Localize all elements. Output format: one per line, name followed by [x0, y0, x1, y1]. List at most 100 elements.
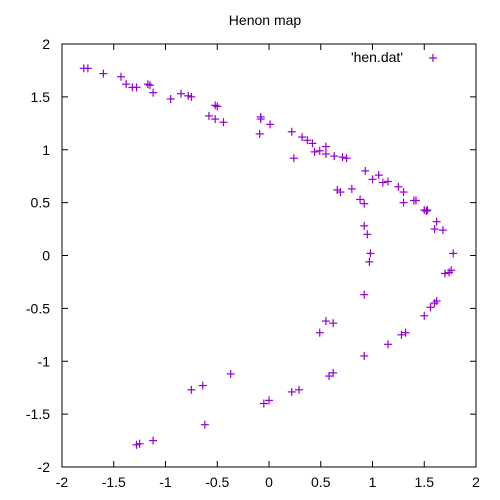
x-tick-label: 1 — [369, 474, 377, 490]
data-point — [289, 154, 298, 163]
data-point — [321, 317, 330, 326]
y-tick-label: -0.5 — [26, 300, 50, 316]
data-point — [394, 182, 403, 191]
data-point — [338, 153, 347, 162]
data-point — [336, 188, 345, 197]
x-tick-label: -1.5 — [102, 474, 126, 490]
data-point — [445, 268, 454, 277]
data-point — [303, 136, 312, 145]
data-point — [198, 381, 207, 390]
y-tick-label: -2 — [38, 459, 51, 475]
data-point — [384, 340, 393, 349]
data-point — [432, 217, 441, 226]
data-point — [361, 166, 370, 175]
x-tick-label: -0.5 — [205, 474, 229, 490]
data-point — [166, 94, 175, 103]
data-point — [122, 80, 131, 89]
data-point — [295, 385, 304, 394]
x-tick-label: -1 — [159, 474, 172, 490]
data-point — [321, 149, 330, 158]
data-point — [213, 102, 222, 111]
data-point — [411, 196, 420, 205]
data-point — [187, 385, 196, 394]
data-point — [374, 171, 383, 180]
data-point — [204, 111, 213, 120]
y-tick-label: 1.5 — [31, 89, 51, 105]
x-tick-label: -2 — [56, 474, 69, 490]
data-points-group — [79, 64, 458, 449]
data-point — [384, 177, 393, 186]
data-point — [265, 396, 273, 405]
data-point — [315, 146, 324, 155]
data-point — [298, 133, 307, 142]
data-point — [200, 420, 209, 429]
y-tick-label: -1 — [38, 353, 51, 369]
data-point — [342, 154, 351, 163]
x-tick-label: 1.5 — [415, 474, 435, 490]
data-point — [149, 436, 158, 445]
data-point — [315, 328, 324, 337]
data-point — [325, 372, 334, 381]
data-point — [83, 64, 92, 73]
data-point — [99, 69, 108, 78]
data-point — [132, 440, 141, 449]
data-point — [360, 351, 369, 360]
data-point — [430, 299, 439, 308]
data-point — [363, 230, 372, 239]
data-point — [259, 399, 268, 408]
data-point — [422, 207, 431, 216]
data-point — [187, 92, 196, 101]
data-point — [149, 88, 158, 97]
data-point — [287, 127, 296, 136]
data-point — [449, 249, 458, 258]
x-tick-label: 0.5 — [311, 474, 331, 490]
data-point — [255, 129, 264, 138]
data-point — [330, 152, 339, 161]
data-point — [329, 319, 338, 328]
chart-title: Henon map — [229, 12, 302, 28]
data-point — [266, 120, 275, 129]
data-point — [426, 303, 435, 312]
data-point — [399, 188, 408, 197]
legend: 'hen.dat' — [351, 49, 437, 65]
data-point — [368, 175, 377, 184]
y-tick-label: -1.5 — [26, 406, 50, 422]
data-point — [360, 199, 369, 208]
data-point — [378, 178, 387, 187]
axes-group: -2 -1.5 -1 -0.5 0 0.5 1 1.5 2 -2 -1.5 -1 -0.5 0 0.5 1 1.… — [26, 36, 480, 490]
data-point — [116, 72, 125, 81]
data-point — [226, 369, 235, 378]
data-point — [430, 225, 439, 234]
data-point — [399, 198, 408, 207]
y-tick-label: 0 — [42, 248, 50, 264]
y-tick-label: 2 — [42, 36, 50, 52]
data-point — [287, 387, 296, 396]
data-point — [145, 81, 154, 90]
data-point — [401, 328, 410, 337]
data-point — [366, 249, 375, 258]
data-point — [440, 269, 449, 278]
data-point — [365, 257, 374, 266]
data-point — [347, 184, 356, 193]
data-point — [211, 115, 220, 124]
data-point — [360, 221, 369, 230]
data-point — [423, 206, 432, 215]
data-point — [308, 139, 317, 148]
data-point — [256, 115, 265, 124]
data-point — [356, 195, 365, 204]
y-tick-label: 1 — [42, 142, 50, 158]
data-point — [219, 118, 228, 127]
data-point — [132, 83, 141, 92]
legend-label: 'hen.dat' — [351, 49, 403, 65]
x-tick-label: 2 — [472, 474, 480, 490]
legend-marker — [429, 54, 437, 62]
data-point — [310, 147, 319, 156]
y-tick-label: 0.5 — [31, 195, 51, 211]
data-point — [321, 142, 330, 151]
x-tick-label: 0 — [265, 474, 273, 490]
data-point — [397, 330, 406, 339]
data-point — [420, 311, 429, 320]
data-point — [438, 226, 447, 235]
